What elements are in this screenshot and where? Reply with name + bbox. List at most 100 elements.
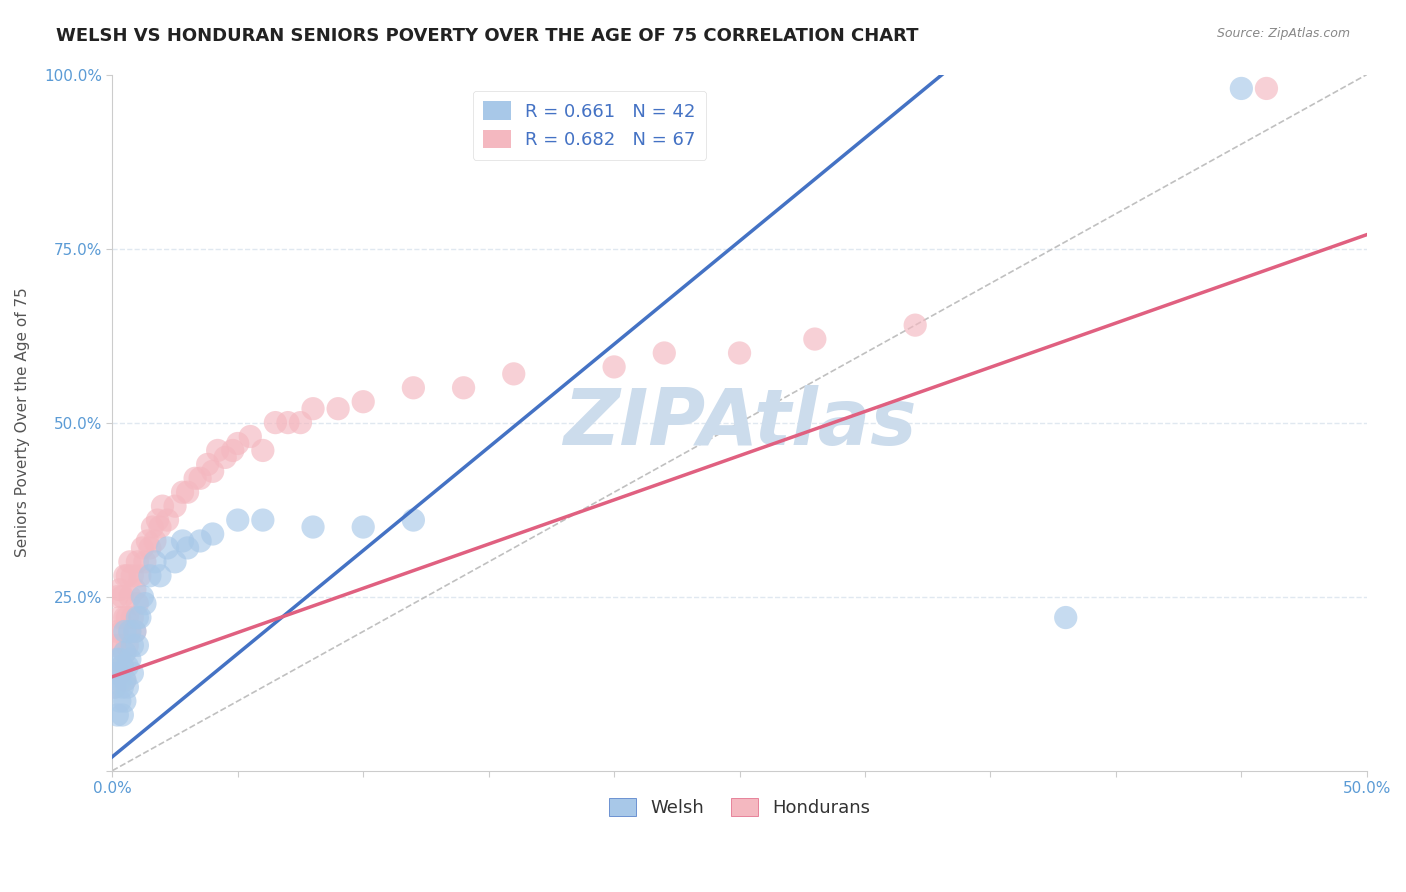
Point	[105, 624, 128, 639]
Point	[117, 610, 139, 624]
Point	[121, 610, 143, 624]
Point	[134, 597, 156, 611]
Point	[127, 639, 149, 653]
Point	[131, 541, 153, 555]
Point	[127, 610, 149, 624]
Point	[1256, 81, 1278, 95]
Point	[108, 582, 131, 597]
Point	[1230, 81, 1253, 95]
Point	[201, 464, 224, 478]
Point	[111, 659, 134, 673]
Point	[108, 652, 131, 666]
Point	[239, 429, 262, 443]
Point	[176, 485, 198, 500]
Point	[172, 533, 194, 548]
Point	[139, 568, 162, 582]
Point	[121, 639, 143, 653]
Point	[163, 555, 186, 569]
Point	[143, 555, 166, 569]
Point	[114, 673, 136, 688]
Point	[402, 513, 425, 527]
Point	[105, 666, 128, 681]
Point	[402, 381, 425, 395]
Point	[136, 533, 159, 548]
Point	[139, 541, 162, 555]
Point	[114, 645, 136, 659]
Text: ZIPAtlas: ZIPAtlas	[562, 384, 917, 460]
Point	[105, 708, 128, 723]
Point	[129, 610, 152, 624]
Point	[104, 680, 127, 694]
Point	[197, 458, 219, 472]
Point	[118, 624, 141, 639]
Point	[111, 680, 134, 694]
Point	[104, 639, 127, 653]
Point	[114, 568, 136, 582]
Point	[603, 359, 626, 374]
Point	[152, 499, 174, 513]
Legend: Welsh, Hondurans: Welsh, Hondurans	[602, 790, 877, 824]
Point	[121, 568, 143, 582]
Point	[302, 520, 325, 534]
Point	[652, 346, 675, 360]
Point	[141, 520, 163, 534]
Text: Source: ZipAtlas.com: Source: ZipAtlas.com	[1216, 27, 1350, 40]
Point	[108, 666, 131, 681]
Point	[105, 666, 128, 681]
Point	[127, 555, 149, 569]
Point	[156, 541, 179, 555]
Point	[728, 346, 751, 360]
Point	[117, 568, 139, 582]
Point	[111, 659, 134, 673]
Point	[172, 485, 194, 500]
Point	[252, 513, 274, 527]
Point	[163, 499, 186, 513]
Point	[290, 416, 312, 430]
Point	[326, 401, 349, 416]
Point	[188, 471, 211, 485]
Point	[118, 652, 141, 666]
Point	[156, 513, 179, 527]
Point	[124, 624, 146, 639]
Point	[222, 443, 245, 458]
Point	[252, 443, 274, 458]
Point	[127, 597, 149, 611]
Point	[226, 436, 249, 450]
Point	[108, 673, 131, 688]
Point	[117, 659, 139, 673]
Point	[108, 639, 131, 653]
Point	[111, 590, 134, 604]
Point	[114, 645, 136, 659]
Point	[134, 555, 156, 569]
Point	[118, 590, 141, 604]
Point	[114, 610, 136, 624]
Point	[176, 541, 198, 555]
Point	[108, 610, 131, 624]
Point	[121, 666, 143, 681]
Point	[114, 694, 136, 708]
Point	[124, 582, 146, 597]
Point	[108, 694, 131, 708]
Point	[201, 527, 224, 541]
Point	[105, 590, 128, 604]
Point	[226, 513, 249, 527]
Point	[105, 652, 128, 666]
Point	[149, 520, 172, 534]
Point	[124, 624, 146, 639]
Point	[149, 568, 172, 582]
Point	[114, 624, 136, 639]
Point	[114, 673, 136, 688]
Point	[207, 443, 229, 458]
Point	[117, 680, 139, 694]
Point	[214, 450, 236, 465]
Point	[453, 381, 475, 395]
Point	[352, 394, 374, 409]
Point	[129, 568, 152, 582]
Point	[302, 401, 325, 416]
Point	[118, 624, 141, 639]
Point	[118, 555, 141, 569]
Point	[804, 332, 827, 346]
Point	[117, 639, 139, 653]
Point	[131, 590, 153, 604]
Point	[264, 416, 287, 430]
